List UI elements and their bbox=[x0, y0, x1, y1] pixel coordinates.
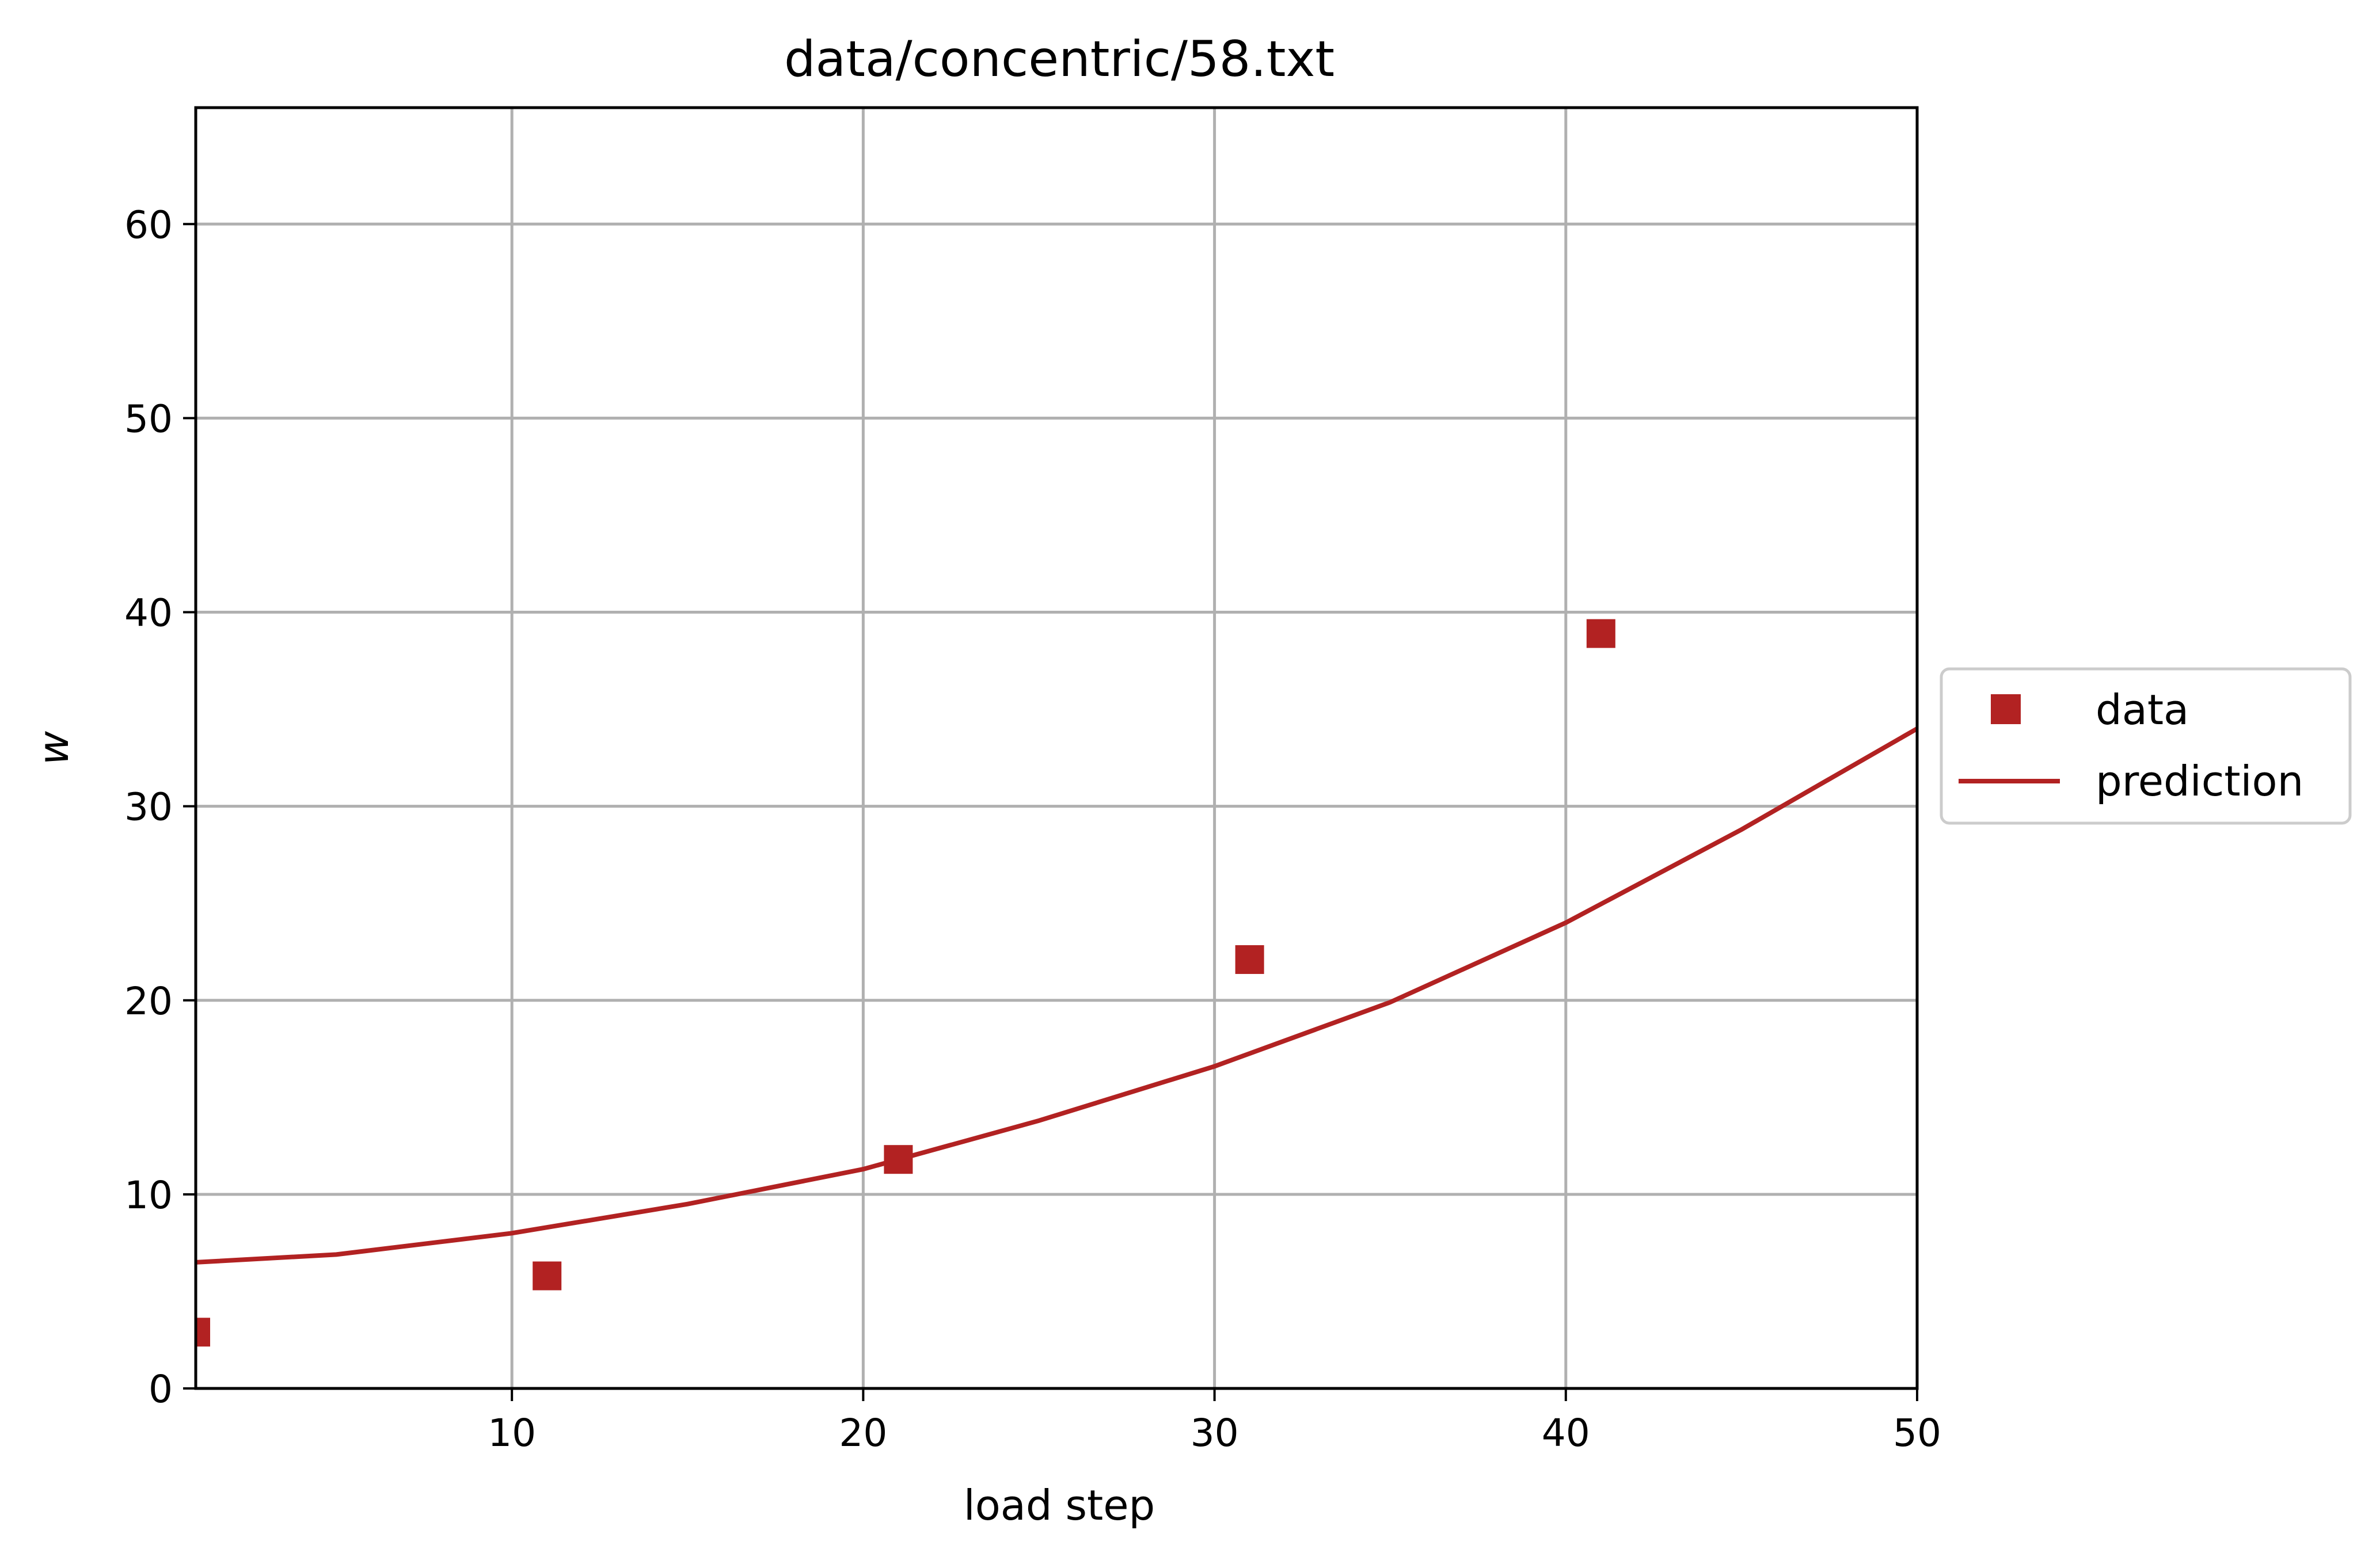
x-tick-label-0: 10 bbox=[488, 1411, 536, 1455]
grid bbox=[196, 108, 1919, 1390]
chart-title: data/concentric/58.txt bbox=[784, 31, 1335, 88]
legend-label-data: data bbox=[2096, 686, 2189, 734]
y-tick-label-5: 50 bbox=[124, 397, 173, 441]
prediction-line bbox=[196, 726, 1917, 1265]
legend-box bbox=[1940, 667, 2352, 825]
x-tick-label-2: 30 bbox=[1191, 1411, 1239, 1455]
y-tick-label-1: 10 bbox=[124, 1173, 173, 1217]
data-point-2 bbox=[884, 1145, 913, 1174]
x-tick-label-1: 20 bbox=[839, 1411, 887, 1455]
legend: data prediction bbox=[1940, 667, 2352, 825]
data-point-1 bbox=[533, 1261, 562, 1291]
legend-marker-data bbox=[1991, 694, 2021, 724]
x-axis-label: load step bbox=[964, 1481, 1155, 1529]
plot-area bbox=[196, 619, 1917, 1347]
data-point-0 bbox=[196, 1318, 210, 1347]
data-point-3 bbox=[1235, 945, 1264, 974]
data-point-4 bbox=[1586, 619, 1615, 648]
x-tick-label-3: 40 bbox=[1542, 1411, 1590, 1455]
y-axis-label: w bbox=[29, 731, 78, 765]
legend-label-prediction: prediction bbox=[2096, 757, 2303, 805]
y-tick-label-0: 0 bbox=[149, 1367, 173, 1411]
plot-frame bbox=[194, 106, 1919, 1390]
y-tick-label-4: 40 bbox=[124, 591, 173, 636]
x-tick-label-4: 50 bbox=[1893, 1411, 1941, 1455]
y-tick-label-3: 30 bbox=[124, 785, 173, 829]
axis-ticks: 10 20 30 40 50 0 10 20 30 40 50 60 bbox=[124, 203, 1941, 1455]
y-tick-label-2: 20 bbox=[124, 979, 173, 1023]
y-tick-label-6: 60 bbox=[124, 203, 173, 247]
